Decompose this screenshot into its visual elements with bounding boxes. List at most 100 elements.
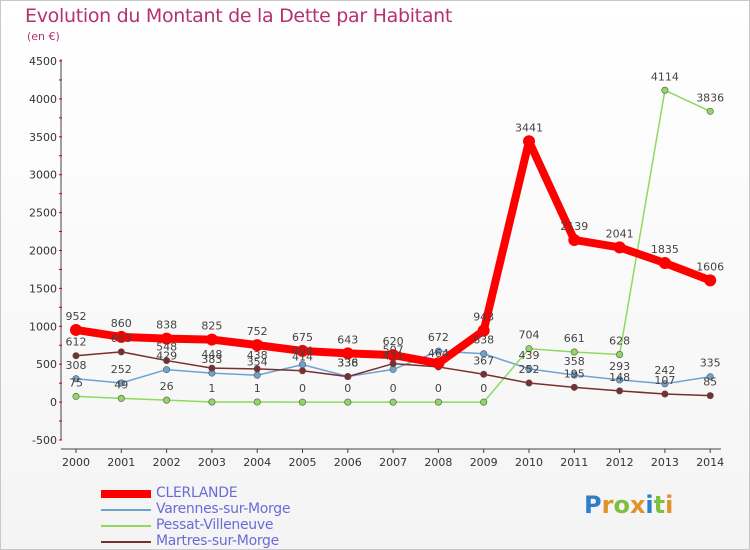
data-label: 354 <box>247 355 268 368</box>
data-point <box>163 366 171 374</box>
data-point <box>72 375 80 383</box>
legend-label: Martres-sur-Morge <box>156 533 279 549</box>
data-point <box>389 365 397 373</box>
data-label: 358 <box>564 355 585 368</box>
data-point <box>298 398 306 406</box>
x-tick-label: 2003 <box>198 456 226 469</box>
data-point <box>115 330 128 343</box>
data-label: 3441 <box>515 121 543 134</box>
data-label: 107 <box>654 374 675 387</box>
data-label: 383 <box>201 353 222 366</box>
legend-label: Varennes-sur-Morge <box>156 501 291 517</box>
y-tick-label: 2500 <box>29 207 57 220</box>
data-point <box>706 392 714 400</box>
x-tick-label: 2010 <box>515 456 543 469</box>
data-label: 825 <box>201 320 222 333</box>
x-tick-label: 2014 <box>696 456 724 469</box>
y-tick-label: 500 <box>36 358 57 371</box>
data-label: 0 <box>435 382 442 395</box>
logo-letter: t <box>653 491 666 519</box>
legend-swatch <box>101 509 151 511</box>
data-label: 464 <box>428 347 449 360</box>
data-point <box>117 379 125 387</box>
data-point <box>661 390 669 398</box>
data-label: 620 <box>383 335 404 348</box>
data-label: 838 <box>156 319 177 332</box>
chart-title: Evolution du Montant de la Dette par Hab… <box>25 5 453 27</box>
data-labels: 308 252 429 383 354 494 338 431 672 638 439 358 293 2… <box>66 70 725 395</box>
data-label: 672 <box>428 331 449 344</box>
data-label: 439 <box>519 349 540 362</box>
data-label: 252 <box>519 363 540 376</box>
legend-label: CLERLANDE <box>156 485 238 501</box>
data-label: 663 <box>111 332 132 345</box>
data-point <box>525 365 533 373</box>
data-point <box>704 274 717 287</box>
data-point <box>208 398 216 406</box>
logo-letter: i <box>645 491 654 519</box>
x-tick-label: 2009 <box>470 456 498 469</box>
legend-label: Pessat-Villeneuve <box>156 517 274 533</box>
x-tick-label: 2002 <box>153 456 181 469</box>
x-tick-label: 2006 <box>334 456 362 469</box>
y-tick-label: 1000 <box>29 320 57 333</box>
y-tick-label: 4500 <box>29 55 57 68</box>
data-label: 367 <box>473 354 494 367</box>
data-point <box>163 396 171 404</box>
data-point <box>163 357 171 365</box>
data-label: 26 <box>160 380 174 393</box>
data-point <box>253 365 261 373</box>
data-point <box>616 350 624 358</box>
data-point <box>434 347 442 355</box>
data-label: 75 <box>69 376 83 389</box>
data-label: 952 <box>66 310 87 323</box>
data-point <box>570 348 578 356</box>
logo-letter: i <box>665 491 674 519</box>
data-point <box>344 373 352 381</box>
x-tick-label: 2005 <box>289 456 317 469</box>
y-tick-label: 1500 <box>29 282 57 295</box>
x-tick-label: 2007 <box>379 456 407 469</box>
data-point <box>661 380 669 388</box>
data-label: 860 <box>111 317 132 330</box>
logo-letter: x <box>629 491 646 519</box>
logo-letter: P <box>584 491 602 519</box>
data-label: 85 <box>703 376 717 389</box>
data-point <box>523 135 535 148</box>
data-label: 336 <box>337 357 358 370</box>
data-point <box>480 350 488 358</box>
data-label: 752 <box>247 325 268 338</box>
data-point <box>70 323 82 336</box>
data-point <box>253 398 261 406</box>
x-tick-label: 2008 <box>424 456 452 469</box>
y-tick-label: 2000 <box>29 245 57 258</box>
data-label: 2139 <box>560 220 588 233</box>
x-tick-label: 2001 <box>107 456 135 469</box>
data-label: 195 <box>564 367 585 380</box>
axes: -500050010001500200025003000350040004500… <box>29 55 724 469</box>
series-layer <box>70 86 717 406</box>
data-label: 335 <box>700 357 721 370</box>
legend-swatch <box>101 525 151 527</box>
data-point <box>568 233 581 246</box>
data-point <box>387 349 400 362</box>
data-label: 675 <box>292 331 313 344</box>
legend-swatch <box>101 490 151 498</box>
data-label: 1 <box>208 382 215 395</box>
data-label: 0 <box>344 382 351 395</box>
data-label: 2041 <box>606 227 634 240</box>
x-tick-label: 2012 <box>606 456 634 469</box>
data-label: 612 <box>66 336 87 349</box>
data-point <box>253 371 261 379</box>
y-tick-label: 3000 <box>29 169 57 182</box>
data-point <box>72 392 80 400</box>
data-label: 638 <box>473 334 494 347</box>
data-point <box>117 348 125 356</box>
y-tick-label: 3500 <box>29 131 57 144</box>
data-label: 438 <box>247 349 268 362</box>
data-label: 0 <box>390 382 397 395</box>
data-label: 414 <box>292 351 313 364</box>
x-tick-label: 2000 <box>62 456 90 469</box>
data-label: 431 <box>383 349 404 362</box>
